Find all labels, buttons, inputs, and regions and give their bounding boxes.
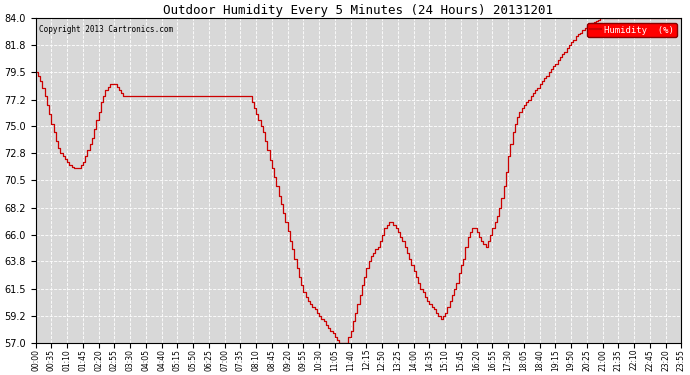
Legend: Humidity  (%): Humidity (%) xyxy=(587,23,677,37)
Text: Copyright 2013 Cartronics.com: Copyright 2013 Cartronics.com xyxy=(39,25,173,34)
Title: Outdoor Humidity Every 5 Minutes (24 Hours) 20131201: Outdoor Humidity Every 5 Minutes (24 Hou… xyxy=(164,4,553,17)
